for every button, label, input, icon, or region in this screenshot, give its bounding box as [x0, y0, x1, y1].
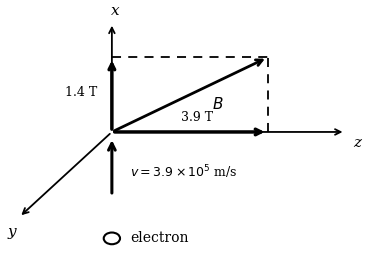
Text: electron: electron	[131, 231, 189, 245]
Text: z: z	[353, 136, 361, 150]
Text: 1.4 T: 1.4 T	[65, 86, 97, 99]
Text: $v = 3.9 \times 10^{5}$ m/s: $v = 3.9 \times 10^{5}$ m/s	[131, 163, 238, 181]
Text: x: x	[111, 4, 120, 18]
Text: y: y	[7, 225, 16, 239]
Text: $B$: $B$	[212, 96, 224, 112]
Text: 3.9 T: 3.9 T	[181, 111, 213, 124]
